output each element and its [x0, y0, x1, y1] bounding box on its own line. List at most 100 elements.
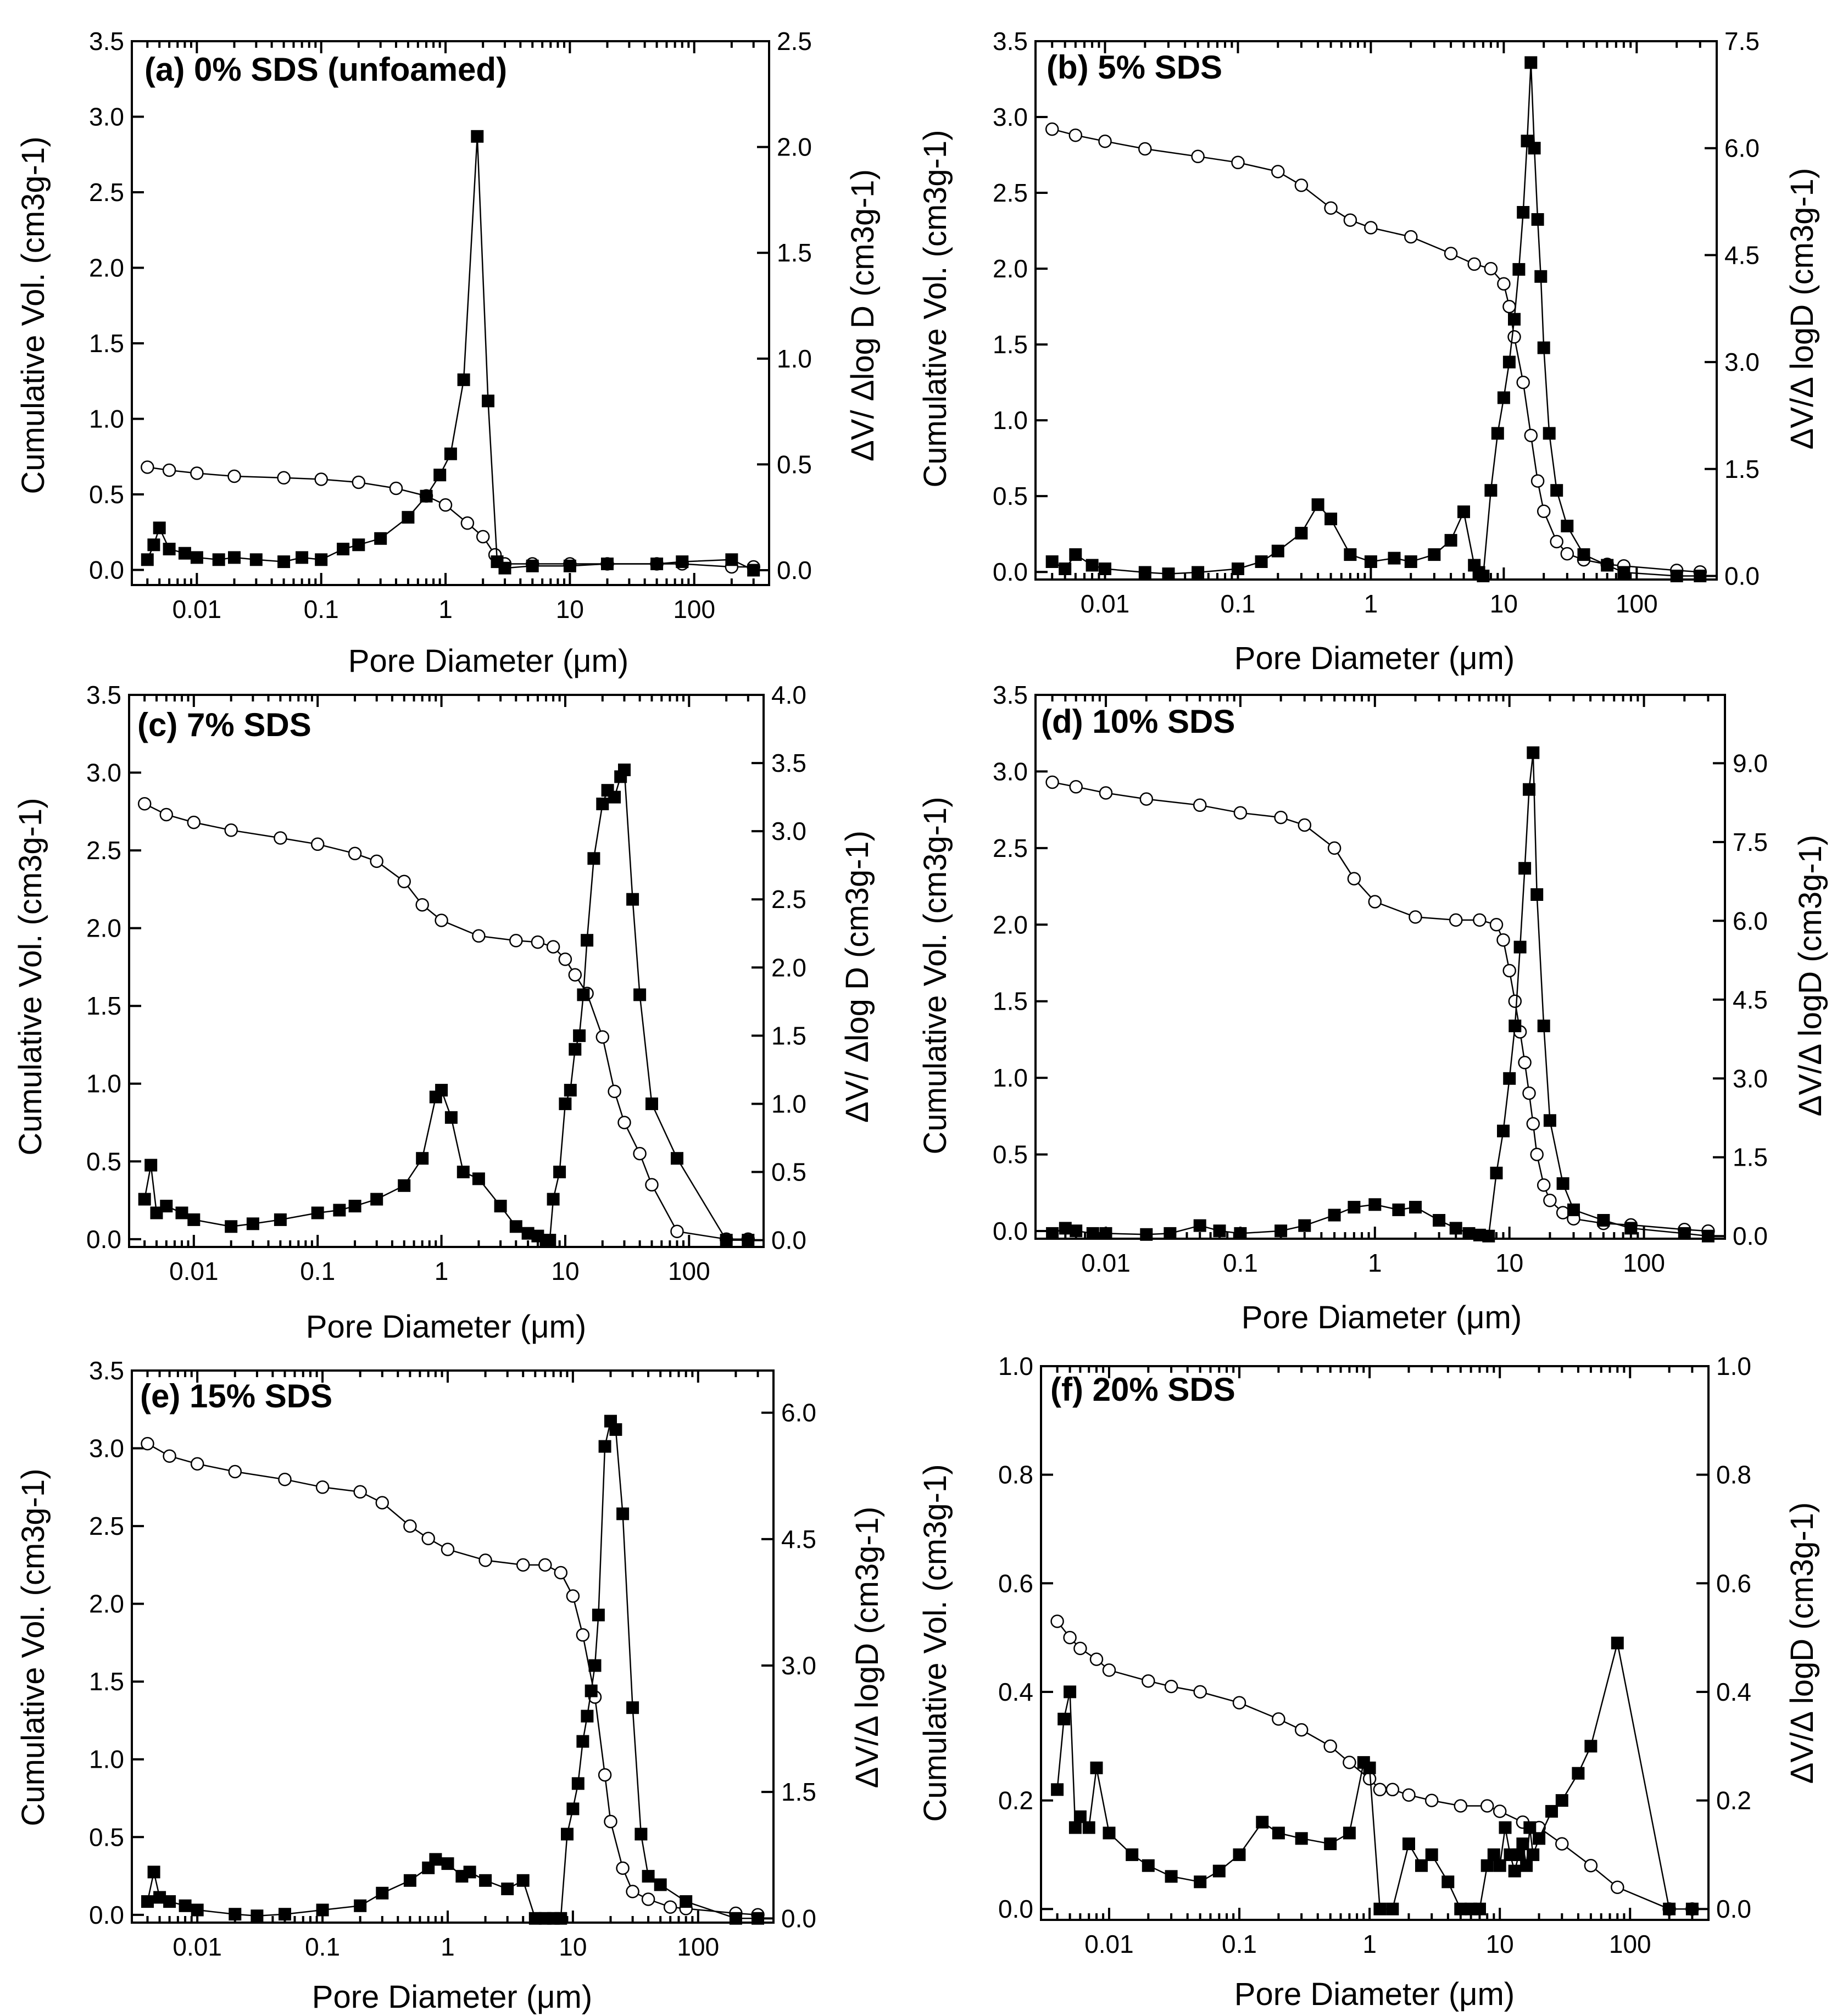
- right-tick-label: 0.0: [771, 1226, 806, 1255]
- cumulative-point: [1050, 1614, 1064, 1628]
- cumulative-point: [1516, 375, 1530, 389]
- cumulative-point: [1584, 1858, 1598, 1873]
- cumulative-point: [1385, 1783, 1400, 1797]
- cumulative-point: [472, 929, 486, 943]
- right-tick-label: 2.0: [777, 133, 812, 161]
- differential-point: [1508, 1864, 1521, 1878]
- differential-point: [498, 561, 511, 575]
- differential-point: [1059, 1222, 1072, 1235]
- differential-point: [1425, 1848, 1438, 1861]
- cumulative-point: [670, 1224, 684, 1238]
- cumulative-point: [389, 481, 403, 495]
- differential-point: [471, 130, 484, 143]
- differential-point: [225, 1220, 238, 1233]
- cumulative-point: [598, 1768, 612, 1782]
- right-tick-label: 1.5: [777, 238, 812, 267]
- cumulative-point: [1231, 155, 1245, 170]
- cumulative-point: [1098, 134, 1112, 148]
- differential-point: [1298, 1219, 1311, 1232]
- differential-point: [416, 1152, 429, 1165]
- differential-point: [1512, 263, 1526, 276]
- differential-point: [316, 1903, 329, 1917]
- differential-point: [1386, 1902, 1399, 1915]
- differential-point: [1670, 570, 1683, 582]
- right-tick-label: 0.2: [1716, 1786, 1751, 1815]
- differential-point: [1527, 746, 1540, 759]
- cumulative-point: [1294, 179, 1309, 192]
- x-axis-title: Pore Diameter (μm): [348, 643, 628, 679]
- differential-point: [1213, 1224, 1226, 1238]
- differential-point: [144, 1159, 158, 1172]
- right-tick-label: 0.0: [1733, 1222, 1768, 1250]
- cumulative-point: [626, 1885, 639, 1898]
- differential-point: [1518, 862, 1532, 875]
- differential-point: [1555, 1794, 1568, 1807]
- cumulative-point: [1473, 913, 1487, 927]
- differential-point: [444, 447, 457, 460]
- differential-point: [1449, 1222, 1462, 1235]
- differential-point: [547, 1193, 560, 1206]
- left-tick-label: 2.0: [993, 254, 1028, 283]
- panel-d: (d) 10% SDS Pore Diameter (μm) Cumulativ…: [917, 681, 1828, 1335]
- x-tick-label: 0.1: [1222, 1930, 1257, 1958]
- differential-point: [581, 934, 594, 947]
- differential-point: [634, 1828, 648, 1841]
- panel-title: (d) 10% SDS: [1041, 703, 1235, 740]
- differential-point: [494, 1200, 507, 1213]
- left-axis-title: Cumulative Vol. (cm3g-1): [15, 1468, 51, 1826]
- x-axis-title: Pore Diameter (μm): [306, 1309, 586, 1345]
- differential-point: [429, 1853, 442, 1866]
- left-tick-label: 3.5: [89, 1356, 124, 1385]
- x-tick-label: 0.01: [172, 595, 222, 623]
- panel-c: (c) 7% SDS Pore Diameter (μm) Cumulative…: [13, 681, 875, 1345]
- differential-point: [1534, 270, 1548, 283]
- left-tick-label: 2.0: [86, 914, 121, 943]
- cumulative-point: [190, 1457, 204, 1471]
- differential-point: [742, 1234, 755, 1247]
- cumulative-point: [159, 807, 174, 822]
- cumulative-point: [137, 797, 152, 811]
- left-tick-label: 0.0: [998, 1895, 1033, 1923]
- differential-point: [1373, 1902, 1387, 1915]
- differential-point: [1064, 1685, 1077, 1698]
- differential-point: [150, 1206, 163, 1219]
- differential-point: [1597, 1214, 1610, 1227]
- cumulative-point: [1069, 780, 1083, 794]
- right-tick-label: 1.5: [781, 1778, 816, 1806]
- differential-point: [420, 489, 433, 503]
- cumulative-point: [641, 1892, 655, 1906]
- differential-point: [246, 1217, 259, 1230]
- differential-point: [1388, 552, 1401, 565]
- left-tick-label: 3.0: [993, 103, 1028, 131]
- differential-point: [569, 1043, 582, 1056]
- left-tick-label: 0.8: [998, 1461, 1033, 1489]
- cumulative-point: [353, 1485, 367, 1499]
- differential-point: [147, 538, 160, 552]
- cumulative-point: [558, 953, 572, 966]
- differential-point: [179, 1899, 192, 1912]
- cumulative-point: [663, 1900, 677, 1914]
- cumulative-point: [1537, 1178, 1551, 1192]
- differential-point: [616, 1507, 630, 1521]
- differential-point: [1509, 1020, 1522, 1033]
- differential-point: [1487, 1848, 1500, 1861]
- cumulative-point: [538, 1558, 552, 1572]
- cumulative-point: [478, 1553, 492, 1567]
- cumulative-point: [1142, 1674, 1155, 1688]
- cumulative-point: [554, 1566, 568, 1580]
- cumulative-point: [1493, 1805, 1507, 1818]
- right-tick-label: 3.0: [1724, 348, 1760, 376]
- differential-point: [277, 555, 291, 569]
- differential-point: [1508, 313, 1521, 326]
- left-tick-label: 0.0: [993, 1217, 1028, 1245]
- x-tick-label: 0.01: [1081, 1249, 1131, 1277]
- cumulative-point: [224, 823, 238, 837]
- panel-title: (e) 15% SDS: [140, 1378, 332, 1414]
- left-tick-label: 1.0: [993, 1063, 1028, 1092]
- cumulative-point: [1364, 221, 1378, 235]
- cumulative-point: [1454, 1799, 1468, 1813]
- cumulative-point: [604, 1814, 617, 1829]
- differential-point: [1611, 1636, 1624, 1650]
- differential-point: [1499, 1821, 1512, 1834]
